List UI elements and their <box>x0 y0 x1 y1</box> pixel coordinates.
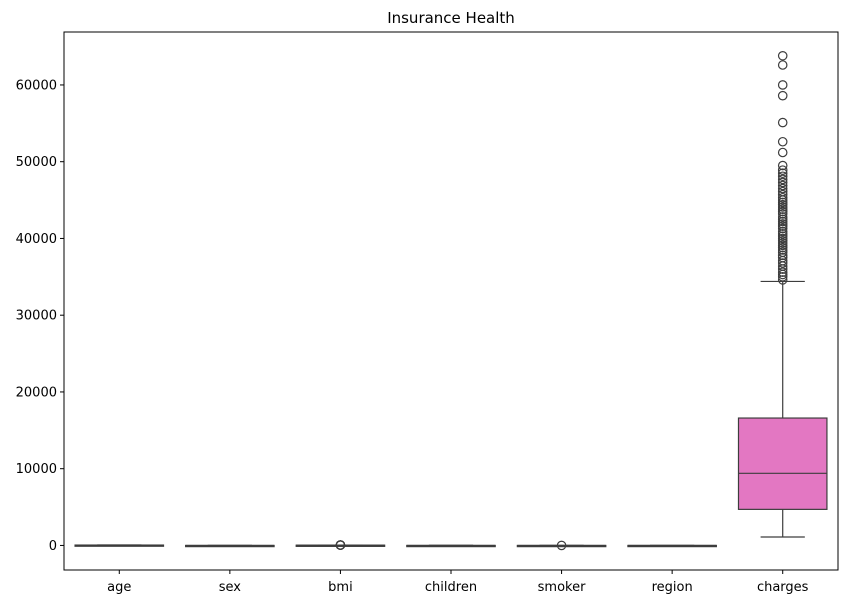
outlier-point <box>777 177 788 188</box>
y-tick-label: 20000 <box>16 385 57 400</box>
outlier-point <box>777 250 788 261</box>
outlier-point <box>777 90 788 101</box>
outlier-point <box>777 60 788 70</box>
outlier-point <box>777 192 788 203</box>
outlier-point <box>777 117 788 128</box>
plot-area: 0 10000 20000 30000 40000 50000 60000 age sex bmi… <box>16 50 828 595</box>
outlier-point <box>777 267 788 278</box>
outlier-point <box>777 168 788 179</box>
y-tick-label: 10000 <box>16 462 57 477</box>
x-tick-label: smoker <box>538 580 586 595</box>
y-tick-label: 40000 <box>16 232 57 247</box>
box-charges <box>737 417 828 510</box>
y-tick-label: 0 <box>49 539 57 554</box>
x-tick-label: charges <box>757 580 809 595</box>
y-tick-label: 60000 <box>16 78 57 93</box>
x-tick-label: sex <box>219 580 242 595</box>
outlier-point <box>777 183 788 194</box>
outlier-point <box>777 275 788 285</box>
outlier-point <box>556 540 567 551</box>
outlier-point <box>777 50 788 61</box>
chart-title: Insurance Health <box>387 9 515 27</box>
y-tick-label: 50000 <box>16 155 57 170</box>
outlier-point <box>777 80 788 90</box>
x-tick-label: children <box>425 580 477 595</box>
outlier-point <box>777 186 788 197</box>
outlier-point <box>777 212 788 222</box>
outlier-point <box>777 226 788 237</box>
x-tick-label: bmi <box>328 580 353 595</box>
outlier-point <box>777 174 788 185</box>
x-tick-label: age <box>107 580 131 595</box>
outlier-point <box>777 147 788 158</box>
outlier-point <box>777 189 788 200</box>
plot-frame <box>63 31 839 571</box>
outlier-point <box>777 165 788 175</box>
outlier-point <box>777 180 788 191</box>
y-tick-label: 30000 <box>16 309 57 324</box>
x-tick-label: region <box>652 580 693 595</box>
outlier-point <box>777 160 788 171</box>
outlier-point <box>777 136 788 147</box>
outlier-point <box>777 171 788 182</box>
outlier-point <box>335 540 346 550</box>
